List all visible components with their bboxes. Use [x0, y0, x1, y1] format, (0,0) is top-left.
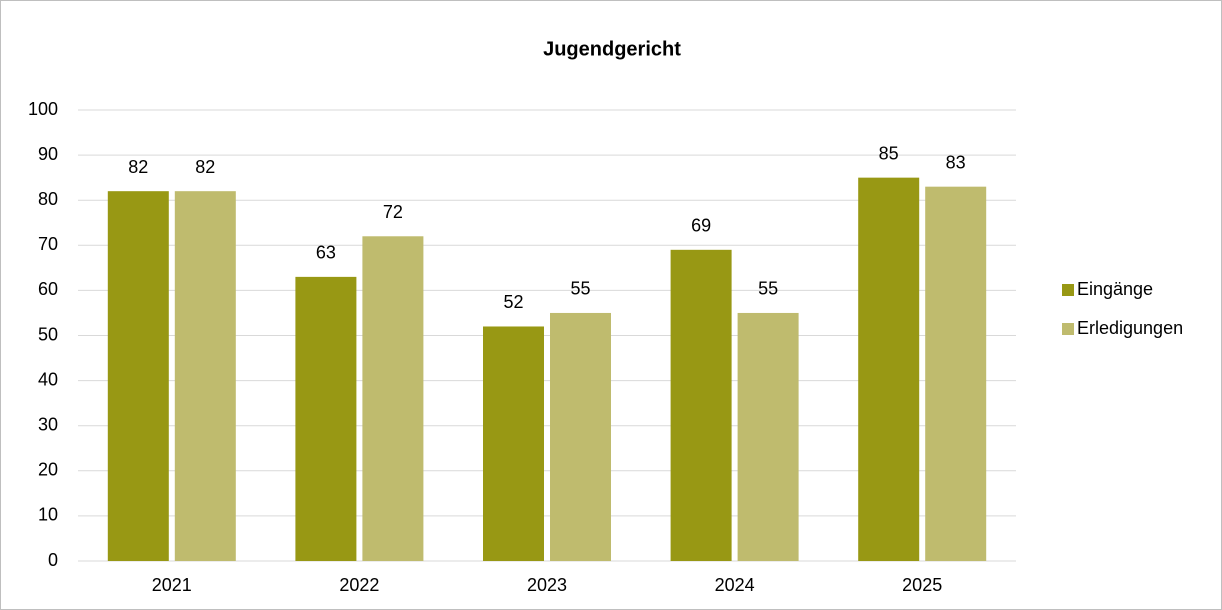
bar — [107, 191, 169, 561]
data-label: 69 — [691, 216, 711, 236]
data-label: 72 — [383, 202, 403, 222]
bar — [737, 312, 799, 561]
data-label: 52 — [503, 292, 523, 312]
legend-label: Erledigungen — [1077, 318, 1183, 338]
y-tick-label: 50 — [38, 324, 58, 344]
bar — [295, 276, 357, 561]
y-tick-label: 90 — [38, 144, 58, 164]
x-tick-label: 2021 — [152, 575, 192, 595]
legend-swatch — [1062, 284, 1074, 296]
y-tick-label: 40 — [38, 369, 58, 389]
bar — [670, 249, 732, 561]
y-tick-label: 0 — [48, 550, 58, 570]
data-label: 55 — [758, 279, 778, 299]
data-label: 55 — [570, 279, 590, 299]
y-tick-label: 60 — [38, 279, 58, 299]
x-tick-label: 2023 — [527, 575, 567, 595]
y-tick-label: 20 — [38, 460, 58, 480]
y-tick-label: 70 — [38, 234, 58, 254]
data-label: 85 — [879, 143, 899, 163]
legend-label: Eingänge — [1077, 279, 1153, 299]
chart-title: Jugendgericht — [543, 38, 681, 60]
bar — [550, 312, 611, 561]
bar — [858, 177, 920, 561]
x-tick-label: 2024 — [715, 575, 755, 595]
y-tick-label: 80 — [38, 189, 58, 209]
y-tick-label: 10 — [38, 505, 58, 525]
y-tick-label: 100 — [28, 99, 58, 119]
x-tick-label: 2025 — [902, 575, 942, 595]
data-label: 82 — [195, 157, 215, 177]
legend-swatch — [1062, 323, 1074, 335]
x-tick-label: 2022 — [339, 575, 379, 595]
data-label: 82 — [128, 157, 148, 177]
bar — [483, 326, 544, 561]
data-label: 83 — [946, 152, 966, 172]
bar — [174, 191, 236, 561]
bar — [362, 236, 424, 561]
data-label: 63 — [316, 243, 336, 263]
y-tick-label: 30 — [38, 414, 58, 434]
bar — [925, 186, 987, 562]
